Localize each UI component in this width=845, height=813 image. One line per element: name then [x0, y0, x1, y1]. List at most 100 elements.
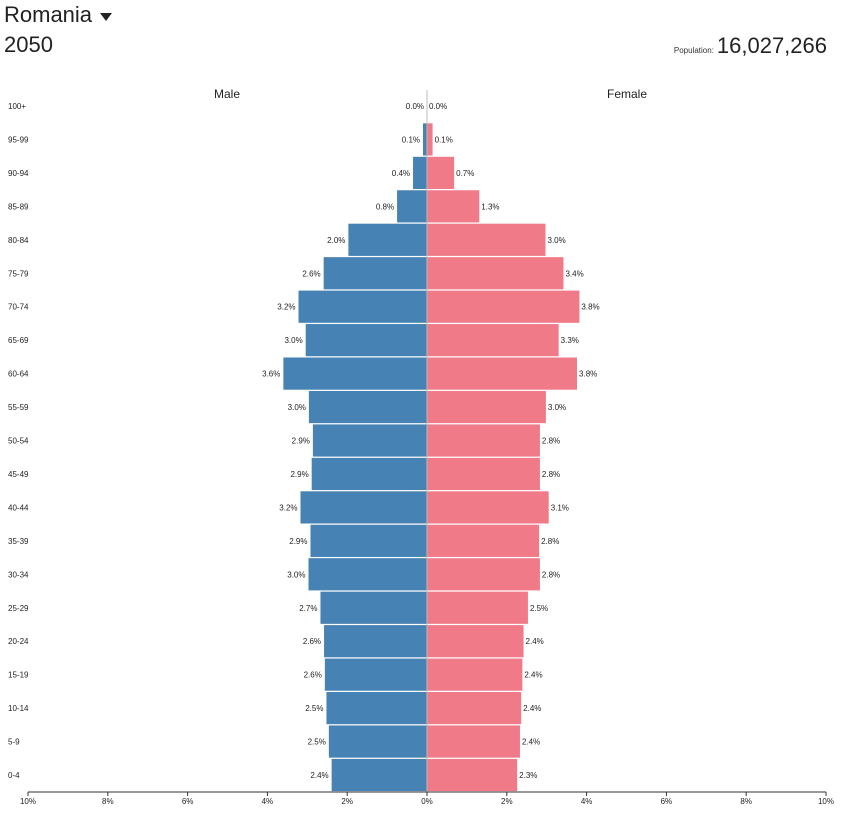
female-bar [427, 156, 455, 189]
female-bar [427, 457, 540, 491]
age-group-label: 35-39 [8, 537, 29, 546]
male-value-label: 0.1% [402, 135, 420, 144]
female-value-label: 2.8% [542, 437, 560, 446]
female-value-label: 2.8% [542, 570, 560, 579]
x-tick-label: 10% [818, 797, 834, 806]
male-value-label: 2.7% [299, 604, 317, 613]
male-value-label: 2.6% [302, 269, 320, 278]
male-bar [324, 658, 427, 691]
age-group-label: 20-24 [8, 637, 29, 646]
male-side-label: Male [214, 87, 240, 101]
female-bar [427, 190, 480, 223]
age-group-label: 45-49 [8, 470, 29, 479]
year-label: 2050 [4, 32, 53, 57]
age-group-label: 95-99 [8, 135, 29, 144]
female-bar [427, 257, 564, 290]
male-bar [310, 524, 427, 557]
x-tick-label: 2% [341, 797, 353, 806]
age-group-label: 50-54 [8, 437, 29, 446]
male-value-label: 3.0% [287, 570, 305, 579]
female-bar [427, 357, 578, 390]
age-group-label: 15-19 [8, 671, 29, 680]
male-value-label: 0.8% [376, 202, 394, 211]
x-tick-label: 4% [581, 797, 593, 806]
age-group-label: 90-94 [8, 169, 29, 178]
male-bar [423, 123, 427, 156]
female-bar [427, 390, 546, 424]
country-name: Romania [4, 2, 93, 27]
male-value-label: 2.6% [303, 637, 321, 646]
female-bar [427, 290, 580, 323]
female-value-label: 3.0% [548, 236, 566, 245]
female-side-label: Female [607, 87, 647, 101]
male-value-label: 0.4% [392, 169, 410, 178]
age-group-label: 30-34 [8, 570, 29, 579]
age-group-label: 25-29 [8, 604, 29, 613]
age-group-label: 75-79 [8, 269, 29, 278]
country-selector[interactable]: Romania [4, 2, 113, 28]
male-bar [308, 390, 427, 424]
male-value-label: 3.2% [279, 503, 297, 512]
female-value-label: 3.8% [579, 370, 597, 379]
age-group-label: 85-89 [8, 202, 29, 211]
male-bar [328, 725, 427, 758]
female-bar [427, 558, 540, 591]
male-bar [323, 257, 427, 290]
age-group-label: 60-64 [8, 370, 29, 379]
male-value-label: 2.9% [289, 537, 307, 546]
male-bar [326, 692, 427, 725]
female-value-label: 0.1% [435, 135, 453, 144]
male-value-label: 2.9% [290, 470, 308, 479]
male-value-label: 2.5% [305, 704, 323, 713]
female-bar [427, 123, 433, 156]
male-value-label: 2.4% [310, 771, 328, 780]
population-readout: Population: 16,027,266 [674, 33, 827, 59]
age-group-label: 70-74 [8, 303, 29, 312]
male-bar [324, 625, 427, 658]
male-bar [397, 190, 427, 223]
male-bar [331, 758, 427, 792]
age-group-label: 55-59 [8, 403, 29, 412]
female-value-label: 2.4% [522, 738, 540, 747]
female-value-label: 2.8% [542, 470, 560, 479]
x-tick-label: 8% [740, 797, 752, 806]
age-group-label: 100+ [8, 102, 26, 111]
age-group-label: 5-9 [8, 738, 20, 747]
age-group-label: 65-69 [8, 336, 29, 345]
female-bar [427, 725, 520, 758]
female-bar [427, 491, 549, 524]
female-bar [427, 692, 522, 725]
male-bar [348, 223, 427, 256]
male-bar [305, 324, 427, 357]
male-bar [320, 591, 427, 624]
male-value-label: 2.5% [308, 738, 326, 747]
female-bar [427, 524, 540, 557]
x-tick-label: 10% [20, 797, 36, 806]
male-value-label: 2.9% [292, 437, 310, 446]
female-value-label: 0.0% [429, 102, 447, 111]
age-group-label: 10-14 [8, 704, 29, 713]
male-value-label: 2.0% [327, 236, 345, 245]
female-value-label: 3.1% [551, 503, 569, 512]
population-value: 16,027,266 [716, 33, 827, 58]
male-bar [308, 558, 427, 591]
female-value-label: 3.4% [565, 269, 583, 278]
chevron-down-icon[interactable] [100, 12, 113, 21]
age-group-label: 80-84 [8, 236, 29, 245]
female-value-label: 2.5% [530, 604, 548, 613]
female-value-label: 3.8% [581, 303, 599, 312]
x-tick-label: 2% [501, 797, 513, 806]
female-value-label: 1.3% [481, 202, 499, 211]
male-value-label: 3.0% [288, 403, 306, 412]
female-value-label: 2.8% [541, 537, 559, 546]
female-value-label: 0.7% [456, 169, 474, 178]
female-value-label: 3.3% [561, 336, 579, 345]
female-bar [427, 591, 528, 624]
x-tick-label: 8% [102, 797, 114, 806]
female-bar [427, 223, 546, 256]
population-label: Population: [673, 46, 714, 55]
male-bar [311, 457, 427, 491]
female-bar [427, 625, 524, 658]
male-bar [300, 491, 427, 524]
